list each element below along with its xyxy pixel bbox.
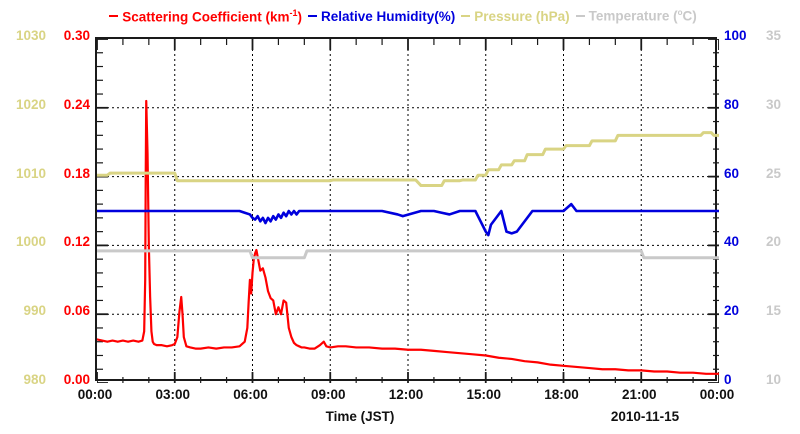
- tick-scattering-3: 0.12: [63, 234, 90, 250]
- tick-marks: [97, 39, 719, 383]
- tick-x-3: 09:00: [310, 387, 346, 402]
- legend-item-humidity: Relative Humidity(%): [302, 9, 455, 24]
- tick-humidity-3: 40: [724, 234, 740, 250]
- plot-svg: [97, 39, 719, 383]
- legend-dash-humidity: [308, 14, 318, 18]
- tick-temperature-2: 25: [766, 165, 782, 181]
- series-line: [97, 202, 719, 237]
- tick-x-8: 00:00: [699, 387, 735, 402]
- legend-item-pressure: Pressure (hPa): [455, 8, 570, 24]
- chart-legend: Scattering Coefficient (km-1) Relative H…: [0, 6, 800, 26]
- tick-humidity-2: 60: [724, 165, 740, 181]
- legend-dash-temperature: [575, 14, 585, 18]
- tick-humidity-0: 100: [724, 28, 747, 43]
- tick-temperature-0: 35: [766, 28, 782, 43]
- legend-label-scattering: Scattering Coefficient (km-1): [122, 7, 303, 25]
- tick-x-5: 15:00: [466, 387, 502, 402]
- legend-label-humidity: Relative Humidity(%): [321, 8, 456, 24]
- tick-temperature-1: 30: [766, 96, 782, 112]
- tick-x-1: 03:00: [155, 387, 191, 402]
- legend-dash-pressure: [461, 14, 471, 18]
- tick-temperature-5: 10: [766, 372, 782, 387]
- tick-x-7: 21:00: [621, 387, 657, 402]
- tick-pressure-3: 1000: [15, 234, 46, 250]
- tick-x-6: 18:00: [544, 387, 579, 402]
- tick-x-2: 06:00: [233, 387, 268, 402]
- tick-pressure-2: 1010: [15, 165, 46, 181]
- legend-item-scattering: Scattering Coefficient (km-1): [103, 7, 303, 25]
- tick-humidity-5: 0: [724, 372, 732, 387]
- legend-dash-scattering: [109, 14, 119, 18]
- tick-x-4: 12:00: [388, 387, 424, 402]
- legend-label-temperature: Temperature (oC): [588, 8, 697, 24]
- tick-pressure-1: 1020: [15, 96, 46, 112]
- tick-scattering-2: 0.18: [63, 165, 90, 181]
- tick-humidity-1: 80: [724, 96, 740, 112]
- tick-pressure-4: 990: [23, 303, 46, 319]
- legend-item-temperature: Temperature (oC): [570, 8, 697, 24]
- legend-label-pressure: Pressure (hPa): [474, 8, 570, 24]
- gridlines: [97, 39, 719, 383]
- x-axis-label: Time (JST): [325, 409, 395, 424]
- series-line: [97, 131, 719, 188]
- data-series: [97, 99, 719, 375]
- tick-x-0: 00:00: [77, 387, 113, 402]
- tick-scattering-1: 0.24: [63, 96, 90, 112]
- tick-scattering-0: 0.30: [63, 28, 90, 43]
- tick-temperature-4: 15: [766, 303, 782, 319]
- tick-scattering-5: 0.00: [63, 372, 90, 387]
- plot-area: [95, 37, 719, 383]
- series-line: [97, 99, 719, 375]
- tick-pressure-5: 980: [23, 372, 46, 387]
- tick-humidity-4: 20: [724, 303, 740, 319]
- tick-pressure-0: 1030: [15, 28, 46, 43]
- x-axis-date-label: 2010-11-15: [610, 409, 680, 424]
- series-line: [97, 249, 719, 260]
- tick-scattering-4: 0.06: [63, 303, 90, 319]
- tick-temperature-3: 20: [766, 234, 782, 250]
